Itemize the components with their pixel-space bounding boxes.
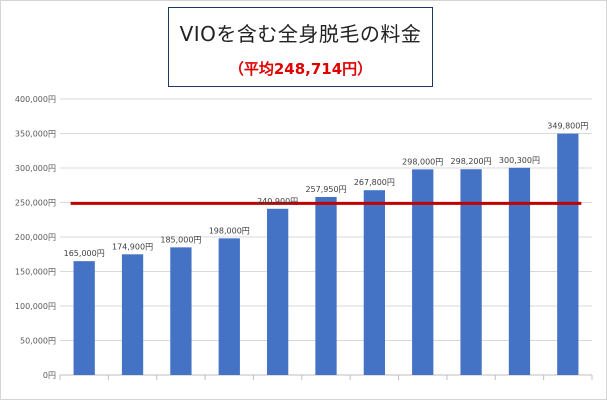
data-label: 267,800円 bbox=[354, 178, 395, 187]
data-label: 298,200円 bbox=[451, 157, 492, 166]
bar bbox=[508, 167, 531, 375]
y-tick-label: 0円 bbox=[43, 371, 56, 380]
bar bbox=[460, 169, 482, 375]
bar bbox=[73, 261, 95, 375]
y-tick-label: 400,000円 bbox=[15, 95, 56, 104]
data-label: 240,900円 bbox=[257, 197, 298, 206]
data-label: 257,950円 bbox=[305, 185, 346, 194]
bar bbox=[315, 197, 337, 375]
data-label: 298,000円 bbox=[402, 157, 443, 166]
y-tick-label: 300,000円 bbox=[15, 164, 56, 173]
data-label: 174,900円 bbox=[112, 242, 153, 251]
y-axis-tick-labels: 0円 50,000円 100,000円 150,000円 200,000円 250,000… bbox=[15, 95, 56, 380]
chart-subtitle-average: （平均248,714円） bbox=[228, 60, 373, 78]
y-tick-label: 100,000円 bbox=[15, 302, 56, 311]
y-tick-label: 250,000円 bbox=[15, 199, 56, 208]
data-label: 300,300円 bbox=[499, 156, 540, 165]
data-label: 185,000円 bbox=[160, 235, 201, 244]
bar bbox=[218, 238, 240, 375]
chart-title: VIOを含む全身脱毛の料金 bbox=[179, 22, 422, 46]
bar bbox=[412, 169, 434, 375]
bar bbox=[363, 190, 386, 375]
data-label: 198,000円 bbox=[209, 226, 250, 235]
gridlines bbox=[60, 98, 592, 376]
x-axis-ticks bbox=[59, 375, 593, 380]
bar bbox=[557, 133, 579, 375]
bar bbox=[121, 254, 144, 375]
data-label: 165,000円 bbox=[64, 249, 105, 258]
bar bbox=[170, 247, 192, 375]
data-label: 349,800円 bbox=[547, 122, 588, 131]
data-labels: 165,000円 174,900円 185,000円 198,000円 240,900円… bbox=[64, 122, 589, 259]
bars bbox=[73, 133, 579, 375]
y-tick-label: 150,000円 bbox=[15, 268, 56, 277]
y-tick-label: 350,000円 bbox=[15, 130, 56, 139]
y-tick-label: 50,000円 bbox=[20, 337, 56, 346]
bar bbox=[266, 208, 289, 375]
chart-title-box: VIOを含む全身脱毛の料金 （平均248,714円） bbox=[168, 7, 433, 87]
y-tick-label: 200,000円 bbox=[15, 233, 56, 242]
